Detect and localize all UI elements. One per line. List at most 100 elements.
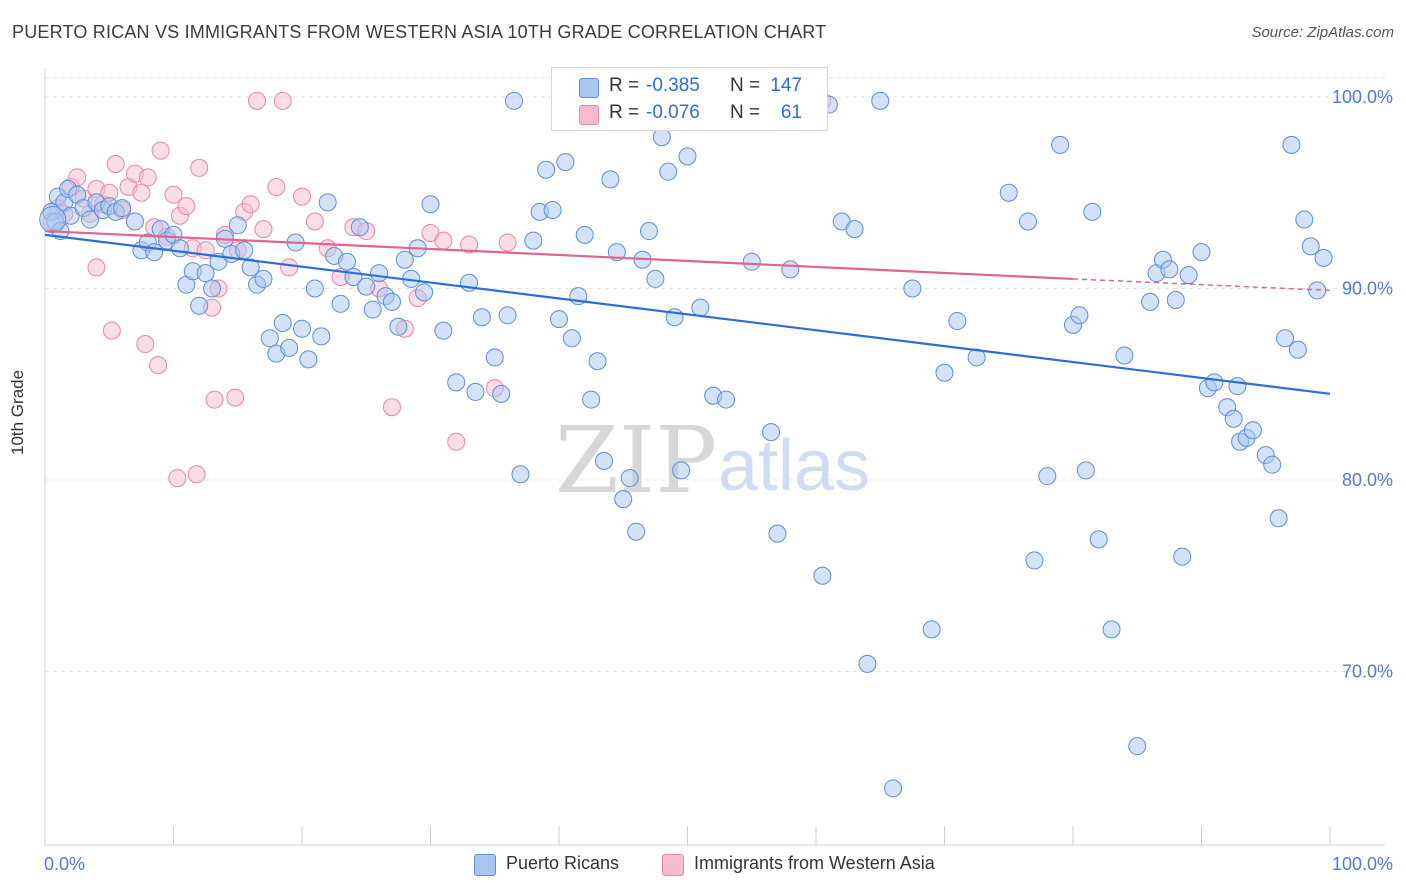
data-point-puerto-ricans [717,390,736,409]
data-point-puerto-ricans [1224,409,1243,428]
data-point-puerto-ricans [871,91,890,110]
data-point-puerto-ricans [582,390,601,409]
data-point-puerto-ricans [370,264,389,283]
data-point-puerto-ricans [1070,306,1089,325]
data-point-western-asia [136,335,155,354]
data-point-puerto-ricans [1173,547,1192,566]
data-point-western-asia [293,187,311,206]
data-point-puerto-ricans [537,160,556,179]
data-point-puerto-ricans [485,348,504,367]
data-point-puerto-ricans [434,321,453,340]
correlation-legend: R = -0.385 N = 147 R = -0.076 N = 61 [551,67,828,131]
data-point-puerto-ricans [80,210,99,229]
axes [44,68,1385,846]
data-point-puerto-ricans [691,298,710,317]
data-point-western-asia [177,197,196,216]
data-point-western-asia [305,212,324,231]
data-point-puerto-ricans [1295,210,1314,229]
data-point-puerto-ricans [196,264,215,283]
data-point-cluster [39,206,67,234]
data-point-puerto-ricans [1205,373,1224,392]
trend-line-western-asia [44,229,1074,281]
legend-n-label: N = [730,102,761,123]
data-point-puerto-ricans [646,269,665,288]
data-point-puerto-ricans [511,465,530,484]
data-point-western-asia [382,398,401,417]
data-point-puerto-ricans [524,231,543,250]
data-point-western-asia [447,432,466,451]
data-point-puerto-ricans [1019,212,1038,231]
y-tick-label: 100.0% [1332,87,1393,107]
data-point-western-asia [280,258,299,277]
data-point-puerto-ricans [1269,509,1288,528]
data-point-puerto-ricans [1192,243,1211,262]
data-point-puerto-ricans [948,312,967,331]
data-point-western-asia [190,158,209,177]
data-point-puerto-ricans [1282,135,1301,154]
legend-r-value: -0.076 [646,102,700,123]
data-point-puerto-ricans [922,620,941,639]
data-point-puerto-ricans [498,306,517,325]
legend-row-western-asia: R = -0.076 N = 61 [552,99,827,127]
y-tick-label: 80.0% [1342,470,1393,490]
data-point-western-asia [168,469,187,488]
data-point-puerto-ricans [614,490,633,509]
data-point-puerto-ricans [337,252,356,271]
data-point-puerto-ricans [299,350,318,369]
data-point-puerto-ricans [190,296,209,315]
data-point-puerto-ricans [1089,530,1108,549]
data-point-puerto-ricans [113,199,132,218]
data-point-puerto-ricans [492,384,511,403]
data-point-puerto-ricans [556,153,575,172]
data-point-puerto-ricans [1051,135,1070,154]
data-point-puerto-ricans [588,352,607,371]
data-point-puerto-ricans [678,147,697,166]
data-point-puerto-ricans [562,329,581,348]
data-point-puerto-ricans [607,243,626,262]
y-tick-label: 90.0% [1342,279,1393,299]
data-point-western-asia [151,141,170,160]
data-point-puerto-ricans [1314,248,1333,267]
data-point-western-asia [254,220,273,239]
data-point-puerto-ricans [447,373,466,392]
source-label: Source: ZipAtlas.com [1251,24,1394,41]
data-point-western-asia [267,178,286,197]
data-point-puerto-ricans [1276,329,1295,348]
data-point-western-asia [273,91,292,110]
legend-r-label: R = [609,102,640,123]
data-point-puerto-ricans [505,91,524,110]
data-point-western-asia [205,390,224,409]
data-point-western-asia [498,233,517,252]
data-point-western-asia [138,168,157,187]
data-point-puerto-ricans [575,225,594,244]
legend-r-value: -0.385 [646,75,700,96]
data-point-puerto-ricans [1179,266,1198,285]
legend-r-label: R = [609,75,640,96]
data-point-puerto-ricans [1083,202,1102,221]
data-point-puerto-ricans [312,327,331,346]
data-point-puerto-ricans [363,300,382,319]
data-point-puerto-ricans [543,200,562,219]
data-point-puerto-ricans [903,279,922,298]
data-point-puerto-ricans [550,310,568,329]
data-point-western-asia [434,231,453,250]
data-point-puerto-ricans [742,252,761,271]
data-point-puerto-ricans [1301,237,1320,256]
data-point-western-asia [226,388,245,407]
data-point-western-asia [149,356,168,375]
data-point-puerto-ricans [331,294,350,313]
data-point-puerto-ricans [659,162,678,181]
data-point-puerto-ricans [601,170,620,189]
data-point-puerto-ricans [781,260,800,279]
trend-lines [44,229,1331,395]
data-point-puerto-ricans [415,283,434,302]
data-point-puerto-ricans [1228,377,1247,396]
data-point-western-asia [164,185,183,204]
tick-labels: 100.0% 90.0% 80.0% 70.0% 0.0% 100.0% [44,87,1393,874]
legend-n-value: 147 [770,75,802,96]
data-point-puerto-ricans [1115,346,1134,365]
data-point-puerto-ricans [357,277,376,296]
data-point-puerto-ricans [389,317,408,336]
data-point-puerto-ricans [1128,737,1147,756]
